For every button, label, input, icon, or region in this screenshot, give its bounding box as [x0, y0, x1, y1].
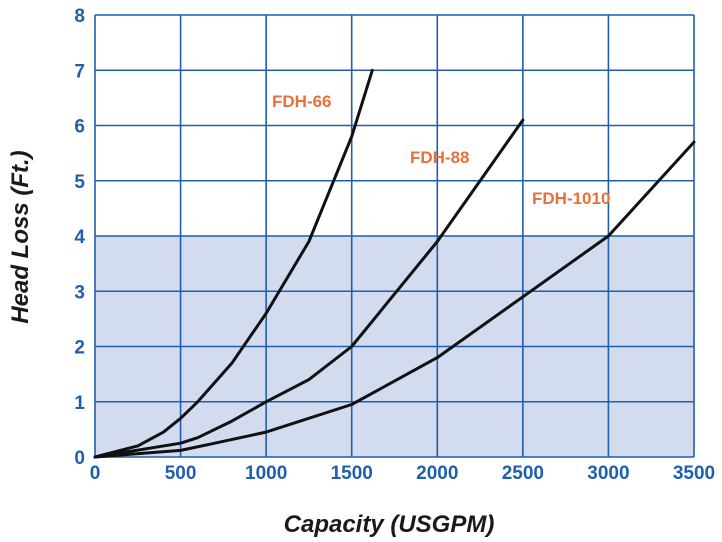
x-tick-label-3000: 3000: [587, 463, 629, 484]
series-label-layer: FDH-66 FDH-88 FDH-1010: [272, 92, 610, 208]
x-axis-title: Capacity (USGPM): [284, 511, 495, 538]
y-tick-label-3: 3: [74, 282, 85, 303]
series-line-fdh-1010: [93, 140, 696, 459]
series-label-fdh-88: FDH-88: [410, 148, 470, 167]
y-tick-label-6: 6: [74, 117, 85, 138]
x-tick-label-1000: 1000: [245, 463, 287, 484]
grid-layer: [94, 14, 695, 458]
y-tick-label-1: 1: [74, 393, 85, 414]
y-tick-label-4: 4: [74, 227, 85, 248]
series-line-fdh-66: [93, 68, 374, 459]
y-tick-label-5: 5: [74, 172, 85, 193]
y-tick-label-8: 8: [74, 6, 85, 27]
x-tick-label-2000: 2000: [416, 463, 458, 484]
series-layer: [93, 68, 696, 459]
x-tick-label-3500: 3500: [673, 463, 715, 484]
series-label-fdh-1010: FDH-1010: [532, 189, 610, 208]
tick-label-layer: 0 500 1000 1500 2000 2500 3000 3500 0 1 2 3 4 5 6 7 8: [74, 6, 715, 484]
y-axis-title: Head Loss (Ft.): [7, 150, 34, 323]
x-tick-label-2500: 2500: [502, 463, 544, 484]
y-tick-label-0: 0: [74, 448, 85, 469]
y-tick-label-7: 7: [74, 61, 85, 82]
x-tick-label-500: 500: [165, 463, 197, 484]
series-label-fdh-66: FDH-66: [272, 92, 332, 111]
series-line-fdh-88: [93, 118, 525, 459]
x-tick-label-1500: 1500: [331, 463, 373, 484]
x-tick-label-0: 0: [90, 463, 101, 484]
y-tick-label-2: 2: [74, 338, 85, 359]
